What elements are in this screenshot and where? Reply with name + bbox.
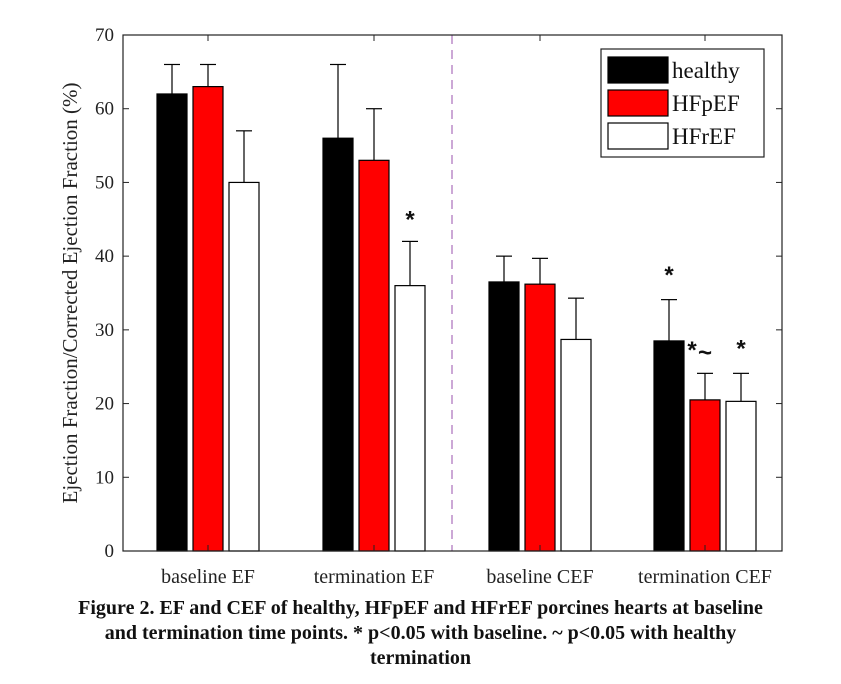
y-axis-label: Ejection Fraction/Corrected Ejection Fra… [58,82,82,503]
bar [524,283,556,552]
x-tick-label: baseline CEF [486,566,593,588]
axes-box [122,34,783,552]
legend-label: healthy [672,58,740,83]
significance-star: * [687,337,697,364]
bar [725,400,757,552]
y-tick-label: 70 [95,25,114,46]
bar [394,285,426,552]
y-tick-label: 20 [95,394,114,415]
y-tick-label: 10 [95,467,114,488]
legend-label: HFpEF [672,91,740,116]
significance-star: * [664,262,674,289]
bar [228,181,260,552]
caption-line-3: termination [369,647,472,669]
caption-line-2: and termination time points. * p<0.05 wi… [104,622,737,644]
figure-caption: Figure 2. EF and CEF of healthy, HFpEF a… [0,596,841,671]
y-tick-label: 40 [95,246,114,267]
legend-swatch [607,122,669,150]
bar [156,93,188,552]
axes: 0 10 20 30 40 50 60 70 baseline EF termination EF… [58,25,783,588]
caption-line-1: Figure 2. EF and CEF of healthy, HFpEF a… [78,597,763,619]
legend: healthy HFpEF HFrEF [600,48,765,158]
bar [560,338,592,552]
x-tick-label: termination EF [314,566,435,588]
bar [358,159,390,552]
significance-tilde: ~ [698,339,712,366]
legend-swatch [607,89,669,117]
y-tick-label: 30 [95,320,114,341]
x-tick-label: baseline EF [161,566,255,588]
x-tick-label: termination CEF [638,566,772,588]
bar [322,137,354,552]
y-tick-label: 0 [105,541,115,562]
significance-star: * [405,207,415,234]
plot-area: *** ~ * [156,35,757,552]
legend-swatch [607,56,669,84]
bar [653,340,685,552]
bar [192,85,224,552]
significance-star: * [736,336,746,363]
y-tick-label: 50 [95,172,114,193]
bar [488,281,520,552]
bar [689,399,721,552]
legend-label: HFrEF [672,124,736,149]
y-tick-label: 60 [95,99,114,120]
